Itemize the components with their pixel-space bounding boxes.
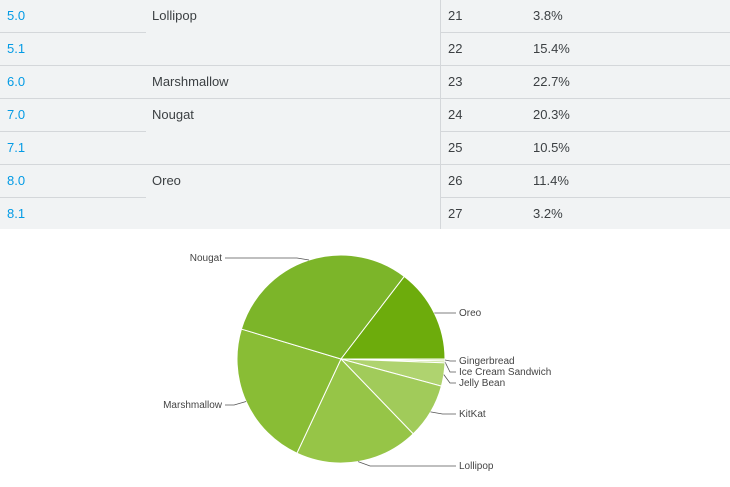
table-row: 5.0 Lollipop 21 3.8%: [0, 0, 730, 33]
leader-line: [444, 359, 456, 362]
api-cell: 21: [448, 8, 463, 23]
version-link[interactable]: 5.1: [7, 41, 26, 56]
slice-label: Gingerbread: [459, 356, 515, 367]
distribution-cell: 20.3%: [533, 107, 570, 122]
distribution-cell: 3.8%: [533, 8, 563, 23]
row-divider: [0, 98, 730, 99]
leader-line: [225, 257, 310, 261]
table-row: 8.1 27 3.2%: [0, 198, 730, 231]
api-cell: 26: [448, 173, 463, 188]
distribution-cell: 22.7%: [533, 74, 570, 89]
table-row: 7.1 25 10.5%: [0, 132, 730, 165]
row-divider: [440, 197, 730, 198]
codename-cell: Oreo: [152, 173, 181, 188]
version-link[interactable]: 8.1: [7, 206, 26, 221]
row-divider: [0, 32, 146, 33]
slice-label: KitKat: [459, 409, 486, 420]
pie-slice-nougat: [240, 254, 406, 360]
version-link[interactable]: 5.0: [7, 8, 26, 23]
slice-label: Ice Cream Sandwich: [459, 367, 551, 378]
distribution-cell: 10.5%: [533, 140, 570, 155]
slice-label: Jelly Bean: [459, 378, 505, 389]
distribution-pie-chart: Gingerbread Ice Cream Sandwich Jelly Bean K…: [0, 229, 730, 487]
table-row: 6.0 Marshmallow 23 22.7%: [0, 66, 730, 99]
distribution-cell: 11.4%: [533, 173, 569, 188]
codename-cell: Marshmallow: [152, 74, 229, 89]
leader-line: [225, 401, 247, 406]
version-link[interactable]: 7.0: [7, 107, 26, 122]
distribution-cell: 15.4%: [533, 41, 570, 56]
table-row: 8.0 Oreo 26 11.4%: [0, 165, 730, 198]
leader-line: [444, 361, 456, 373]
row-divider: [0, 131, 146, 132]
leader-line: [357, 461, 456, 467]
codename-cell: Lollipop: [152, 8, 197, 23]
row-divider: [0, 65, 730, 66]
column-divider: [440, 0, 441, 229]
api-cell: 25: [448, 140, 463, 155]
codename-cell: Nougat: [152, 107, 194, 122]
row-divider: [440, 131, 730, 132]
row-divider: [0, 197, 146, 198]
version-link[interactable]: 6.0: [7, 74, 26, 89]
pie-slice-lollipop: [296, 358, 414, 464]
api-cell: 23: [448, 74, 463, 89]
api-cell: 24: [448, 107, 463, 122]
row-divider: [0, 164, 730, 165]
leader-line: [443, 374, 456, 384]
distribution-cell: 3.2%: [533, 206, 563, 221]
leader-line: [430, 411, 456, 415]
slice-label: Nougat: [190, 253, 222, 264]
api-cell: 27: [448, 206, 463, 221]
version-link[interactable]: 8.0: [7, 173, 26, 188]
table-row: 5.1 22 15.4%: [0, 33, 730, 66]
api-cell: 22: [448, 41, 463, 56]
slice-label: Oreo: [459, 308, 482, 319]
row-divider: [440, 32, 730, 33]
version-link[interactable]: 7.1: [7, 140, 26, 155]
pie-slice-oreo: [339, 275, 446, 360]
distribution-table: 5.0 Lollipop 21 3.8% 5.1 22 15.4% 6.0 Ma…: [0, 0, 730, 229]
slice-label: Lollipop: [459, 461, 494, 472]
slice-label: Marshmallow: [163, 400, 223, 411]
table-row: 7.0 Nougat 24 20.3%: [0, 99, 730, 132]
